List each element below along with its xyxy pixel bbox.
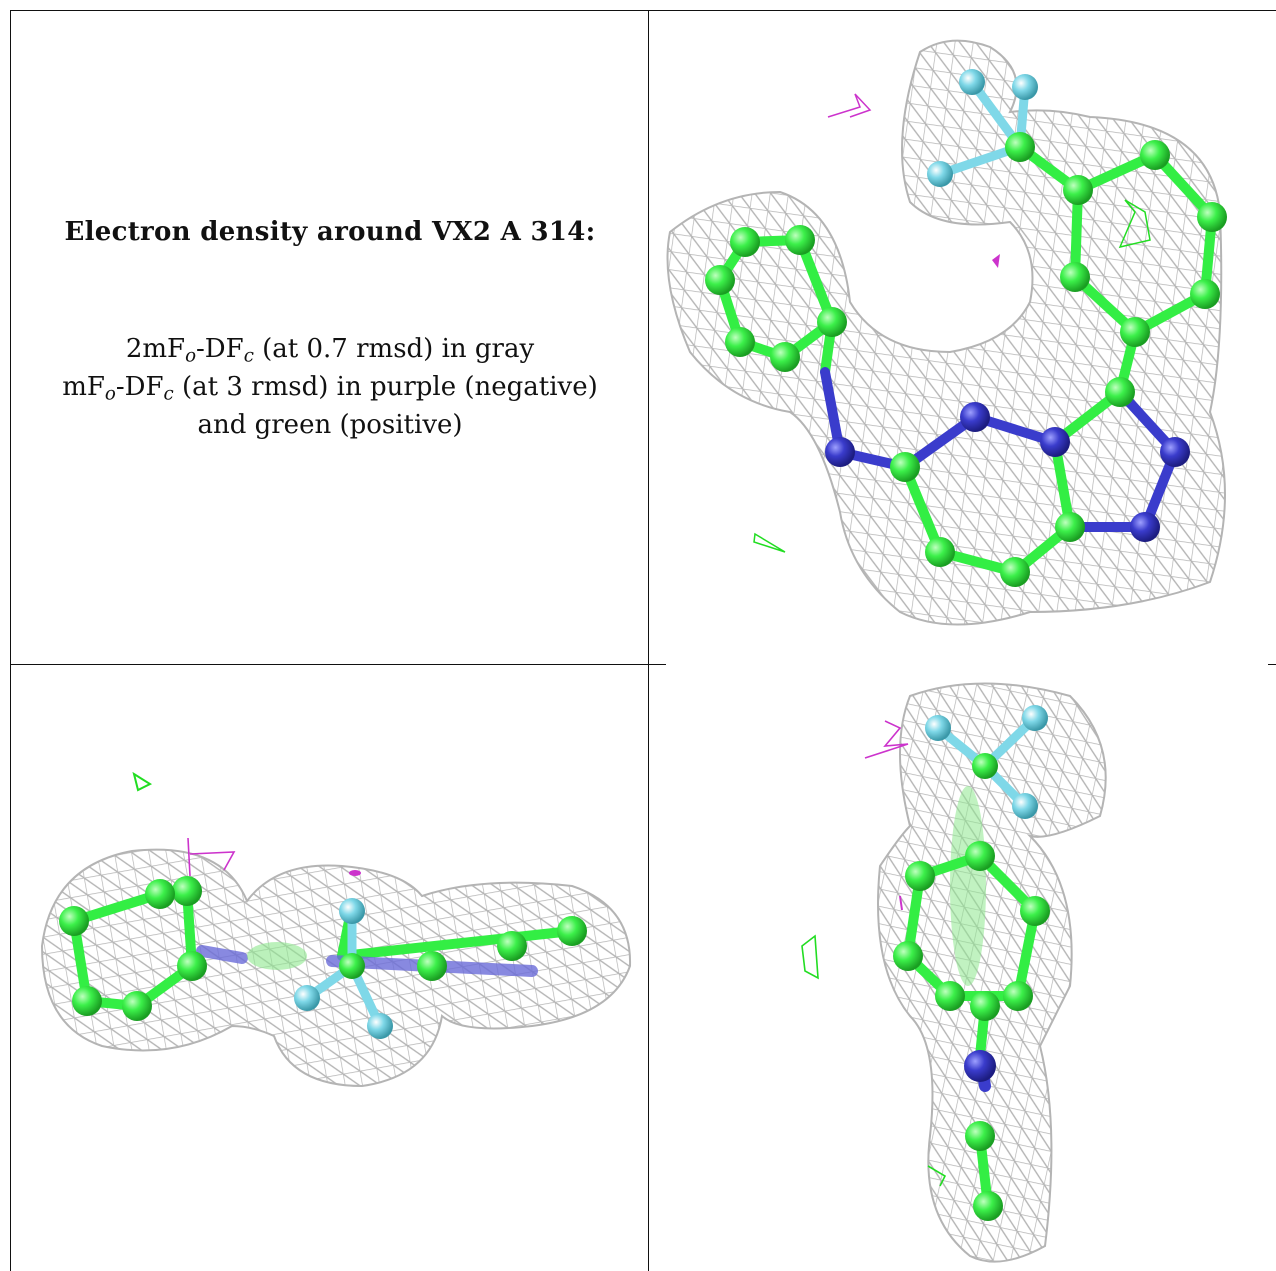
grid-middle-divider-right — [648, 664, 666, 665]
ligand-density-view-end-icon — [801, 682, 1107, 1263]
legend-line-2fofc: 2mFo-DFc (at 0.7 rmsd) in gray — [125, 334, 535, 367]
ligand-density-view-end — [650, 666, 1276, 1271]
caption-legend: 2mFo-DFc (at 0.7 rmsd) in gray mFo-DFc (… — [12, 330, 648, 444]
grid-middle-divider-left — [10, 664, 648, 665]
ligand-density-view-top-icon — [666, 39, 1227, 626]
legend-line-colors: and green (positive) — [197, 410, 463, 440]
caption-panel: Electron density around VX2 A 314: 2mFo-… — [12, 12, 648, 664]
grid-middle-tick — [1268, 664, 1276, 665]
ligand-density-view-side — [12, 666, 648, 1271]
grid-top-border — [10, 10, 1276, 11]
ligand-density-view-top — [650, 12, 1276, 664]
ligand-density-view-side-icon — [40, 771, 632, 1088]
grid-left-border — [10, 10, 11, 1271]
caption-title: Electron density around VX2 A 314: — [64, 217, 596, 247]
grid-center-divider — [648, 10, 649, 1271]
legend-line-fofc: mFo-DFc (at 3 rmsd) in purple (negative) — [62, 372, 598, 405]
